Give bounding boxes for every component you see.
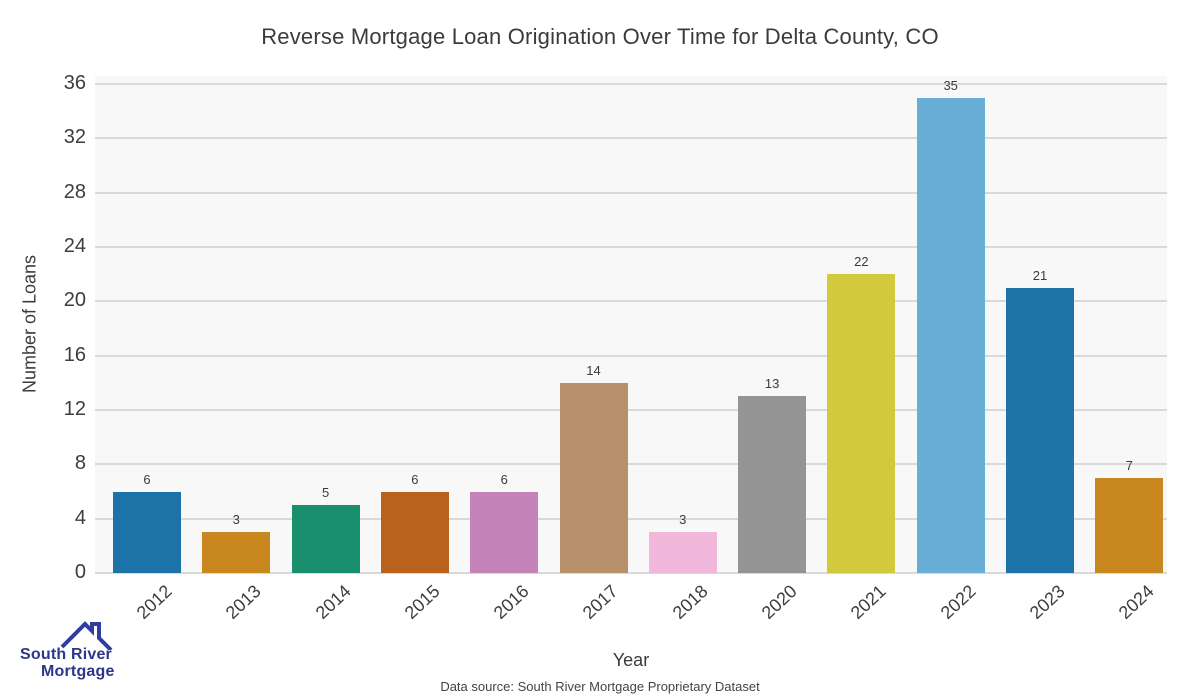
- y-tick-label-8: 8: [74, 452, 86, 475]
- house-roof-icon: [60, 621, 113, 650]
- grid-line-y-8: [95, 463, 1167, 466]
- bar-value-label-2016: 6: [500, 471, 508, 487]
- x-tick-label-2017: 2017: [579, 581, 623, 623]
- x-tick-label-2023: 2023: [1025, 581, 1069, 623]
- y-tick-label-28: 28: [63, 180, 86, 203]
- bar-2018: [648, 532, 717, 573]
- y-tick-label-32: 32: [63, 126, 86, 149]
- bar-2016: [470, 491, 539, 573]
- bar-2015: [380, 491, 449, 573]
- south-river-mortgage-logo: South River Mortgage: [14, 610, 144, 690]
- chart-title: Reverse Mortgage Loan Origination Over T…: [261, 24, 939, 49]
- bar-value-label-2023: 21: [1032, 267, 1048, 283]
- bar-value-label-2018: 3: [679, 512, 687, 528]
- grid-line-y-36: [95, 83, 1167, 86]
- bar-value-label-2017: 14: [586, 362, 601, 378]
- x-tick-label-2015: 2015: [400, 581, 444, 623]
- bar-value-label-2013: 3: [232, 512, 240, 528]
- x-tick-label-2024: 2024: [1115, 581, 1158, 623]
- bar-value-label-2012: 6: [143, 471, 151, 487]
- grid-line-y-24: [95, 246, 1167, 249]
- bar-2022: [916, 97, 985, 573]
- bar-2014: [291, 505, 360, 573]
- x-tick-label-2022: 2022: [936, 581, 980, 623]
- grid-line-y-32: [95, 137, 1167, 140]
- y-tick-label-36: 36: [63, 72, 86, 95]
- bar-value-label-2021: 22: [854, 254, 869, 270]
- bar-value-label-2020: 13: [764, 376, 780, 392]
- data-source-note: Data source: South River Mortgage Propri…: [440, 679, 760, 694]
- bar-2017: [559, 382, 628, 573]
- y-tick-label-20: 20: [63, 289, 86, 312]
- bar-2020: [738, 396, 807, 573]
- x-axis-title: Year: [612, 650, 650, 670]
- x-tick-label-2016: 2016: [489, 581, 533, 623]
- grid-line-y-4: [95, 517, 1167, 520]
- bar-2021: [827, 274, 896, 573]
- bar-value-label-2024: 7: [1125, 457, 1133, 473]
- bar-value-label-2015: 6: [411, 471, 419, 487]
- x-tick-label-2021: 2021: [847, 581, 891, 623]
- y-tick-label-16: 16: [63, 343, 86, 366]
- grid-line-y-16: [95, 354, 1167, 357]
- y-tick-label-0: 0: [74, 561, 86, 583]
- bar-2013: [202, 532, 271, 573]
- x-tick-label-2014: 2014: [311, 581, 355, 623]
- x-tick-label-2020: 2020: [757, 581, 801, 623]
- grid-line-y-12: [95, 409, 1167, 412]
- y-tick-label-4: 4: [74, 506, 86, 529]
- bar-2023: [1006, 287, 1074, 573]
- y-tick-label-24: 24: [63, 235, 86, 258]
- bar-2024: [1095, 477, 1164, 573]
- logo-text-line2: Mortgage: [41, 663, 115, 680]
- x-tick-label-2018: 2018: [668, 581, 712, 623]
- plot-area: 6 3 5 6 6 14 3 13 22 35 21 7: [95, 76, 1167, 574]
- y-axis-title: Number of Loans: [19, 254, 40, 394]
- logo-text-line1: South River: [20, 646, 112, 663]
- x-tick-label-2013: 2013: [222, 581, 265, 623]
- bar-2012: [113, 491, 181, 573]
- bar-value-label-2014: 5: [321, 485, 330, 501]
- y-tick-label-12: 12: [63, 398, 86, 421]
- grid-line-y-20: [95, 300, 1167, 303]
- grid-line-y-28: [95, 191, 1167, 194]
- bar-value-label-2022: 35: [943, 77, 958, 93]
- grid-line-y-0: [95, 572, 1167, 574]
